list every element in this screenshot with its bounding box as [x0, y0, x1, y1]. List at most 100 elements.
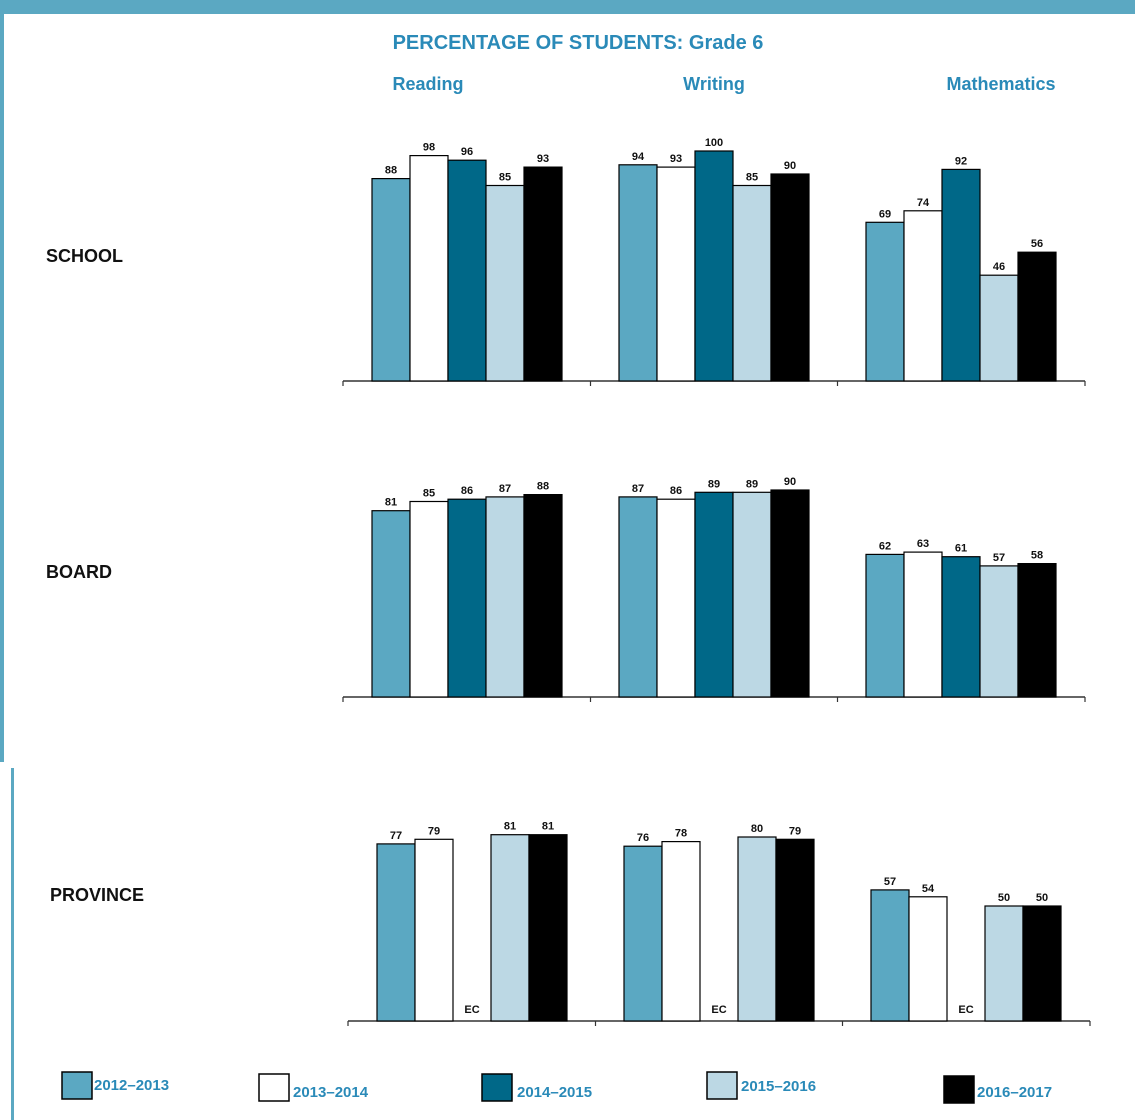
bar-board-mathematics-2015-2016 — [979, 565, 1019, 698]
missing-label-province-reading-2014-2015: EC — [464, 1004, 479, 1016]
bar-board-writing-2013-2014 — [656, 498, 696, 698]
legend-label-2015-2016: 2015–2016 — [741, 1078, 816, 1095]
value-label-province-reading-2013-2014: 79 — [428, 825, 440, 837]
bar-province-reading-2012-2013 — [376, 843, 416, 1022]
bar-school-reading-2016-2017 — [523, 166, 563, 382]
bar-board-mathematics-2016-2017 — [1017, 562, 1057, 698]
legend-swatch-2014-2015 — [481, 1073, 513, 1102]
bar-province-mathematics-2012-2013 — [870, 889, 910, 1022]
panel-board: BOARD 81 85 86 87 88 87 86 89 89 90 62 63 61 57 58 — [46, 476, 1086, 702]
bar-school-mathematics-2015-2016 — [979, 274, 1019, 382]
missing-label-province-mathematics-2014-2015: EC — [958, 1004, 973, 1016]
value-label-board-mathematics-2012-2013: 62 — [879, 540, 891, 552]
value-label-province-writing-2015-2016: 80 — [751, 823, 763, 835]
value-label-board-writing-2014-2015: 89 — [708, 478, 720, 490]
bar-school-writing-2013-2014 — [656, 166, 696, 382]
bar-board-mathematics-2012-2013 — [865, 553, 905, 698]
value-label-board-writing-2013-2014: 86 — [670, 485, 682, 497]
subject-label-mathematics: Mathematics — [946, 74, 1055, 94]
chart-title: PERCENTAGE OF STUDENTS: Grade 6 — [393, 32, 764, 54]
legend-label-2014-2015: 2014–2015 — [517, 1084, 592, 1101]
bar-province-reading-2013-2014 — [414, 838, 454, 1022]
bar-school-writing-2015-2016 — [732, 184, 772, 382]
legend-item-2012-2013: 2012–2013 — [61, 1071, 169, 1100]
bar-board-reading-2014-2015 — [447, 498, 487, 698]
value-label-school-reading-2014-2015: 96 — [461, 146, 473, 158]
bar-province-mathematics-2013-2014 — [908, 896, 948, 1022]
value-label-school-writing-2014-2015: 100 — [705, 137, 723, 149]
chart-panels: SCHOOL 88 98 96 85 93 94 93 100 85 90 69 74 92 46 56 BOA… — [46, 137, 1091, 1026]
bar-school-mathematics-2012-2013 — [865, 221, 905, 382]
value-label-province-mathematics-2013-2014: 54 — [922, 883, 935, 895]
bar-province-writing-2015-2016 — [737, 836, 777, 1022]
value-label-board-mathematics-2014-2015: 61 — [955, 543, 967, 555]
row-label-board: BOARD — [46, 562, 112, 582]
bar-province-mathematics-2016-2017 — [1022, 905, 1062, 1022]
value-label-school-mathematics-2015-2016: 46 — [993, 261, 1005, 273]
value-label-board-reading-2016-2017: 88 — [537, 481, 549, 493]
value-label-board-mathematics-2016-2017: 58 — [1031, 550, 1043, 562]
legend: 2012–2013 2013–2014 2014–2015 2015–2016 2016… — [61, 1071, 1052, 1104]
bar-province-writing-2016-2017 — [775, 838, 815, 1022]
value-label-school-mathematics-2012-2013: 69 — [879, 208, 891, 220]
bar-province-writing-2012-2013 — [623, 845, 663, 1022]
value-label-board-reading-2014-2015: 86 — [461, 485, 473, 497]
value-label-school-reading-2012-2013: 88 — [385, 165, 397, 177]
bar-school-reading-2014-2015 — [447, 159, 487, 382]
value-label-board-mathematics-2015-2016: 57 — [993, 552, 1005, 564]
value-label-school-mathematics-2014-2015: 92 — [955, 155, 967, 167]
bar-province-reading-2016-2017 — [528, 834, 568, 1022]
value-label-province-mathematics-2015-2016: 50 — [998, 892, 1010, 904]
bar-school-writing-2012-2013 — [618, 164, 658, 382]
legend-swatch-2012-2013 — [61, 1071, 93, 1100]
value-label-province-writing-2013-2014: 78 — [675, 828, 687, 840]
subject-label-reading: Reading — [392, 74, 463, 94]
legend-swatch-2015-2016 — [706, 1071, 738, 1100]
bar-board-writing-2012-2013 — [618, 496, 658, 698]
subject-label-writing: Writing — [683, 74, 745, 94]
value-label-board-reading-2015-2016: 87 — [499, 483, 511, 495]
value-label-school-writing-2016-2017: 90 — [784, 160, 796, 172]
legend-item-2014-2015: 2014–2015 — [481, 1073, 592, 1102]
bar-school-mathematics-2014-2015 — [941, 168, 981, 382]
bar-school-reading-2012-2013 — [371, 178, 411, 382]
value-label-board-writing-2016-2017: 90 — [784, 476, 796, 488]
bar-board-reading-2012-2013 — [371, 510, 411, 698]
value-label-province-writing-2012-2013: 76 — [637, 832, 649, 844]
value-label-province-reading-2012-2013: 77 — [390, 830, 402, 842]
value-label-school-writing-2012-2013: 94 — [632, 151, 645, 163]
bar-school-writing-2016-2017 — [770, 173, 810, 382]
bar-board-reading-2016-2017 — [523, 494, 563, 698]
value-label-school-writing-2015-2016: 85 — [746, 172, 758, 184]
panel-school: SCHOOL 88 98 96 85 93 94 93 100 85 90 69 74 92 46 56 — [46, 137, 1086, 386]
value-label-board-reading-2012-2013: 81 — [385, 497, 397, 509]
bar-board-mathematics-2013-2014 — [903, 551, 943, 698]
bar-school-mathematics-2016-2017 — [1017, 251, 1057, 382]
bar-board-writing-2014-2015 — [694, 491, 734, 698]
bar-board-reading-2013-2014 — [409, 500, 449, 698]
value-label-board-mathematics-2013-2014: 63 — [917, 538, 929, 550]
value-label-province-writing-2016-2017: 79 — [789, 825, 801, 837]
bar-province-writing-2013-2014 — [661, 840, 701, 1022]
value-label-province-mathematics-2012-2013: 57 — [884, 876, 896, 888]
legend-label-2016-2017: 2016–2017 — [977, 1084, 1052, 1101]
bar-province-reading-2015-2016 — [490, 834, 530, 1022]
bar-board-writing-2015-2016 — [732, 491, 772, 698]
bar-school-reading-2013-2014 — [409, 155, 449, 382]
value-label-school-reading-2013-2014: 98 — [423, 142, 435, 154]
bar-board-reading-2015-2016 — [485, 496, 525, 698]
legend-swatch-2013-2014 — [258, 1073, 290, 1102]
bar-school-reading-2015-2016 — [485, 184, 525, 382]
bar-board-writing-2016-2017 — [770, 489, 810, 698]
top-border-bar — [0, 0, 1135, 14]
value-label-school-mathematics-2013-2014: 74 — [917, 197, 930, 209]
legend-item-2015-2016: 2015–2016 — [706, 1071, 816, 1100]
value-label-school-reading-2015-2016: 85 — [499, 172, 511, 184]
legend-item-2013-2014: 2013–2014 — [258, 1073, 369, 1102]
left-border-lower — [11, 768, 14, 1120]
subject-labels: Reading Writing Mathematics — [392, 74, 1055, 94]
legend-label-2013-2014: 2013–2014 — [293, 1084, 369, 1101]
row-label-school: SCHOOL — [46, 246, 123, 266]
panel-province: PROVINCE 77 79 EC 81 81 76 78 EC 80 79 57 54 EC 50 50 — [50, 821, 1091, 1026]
